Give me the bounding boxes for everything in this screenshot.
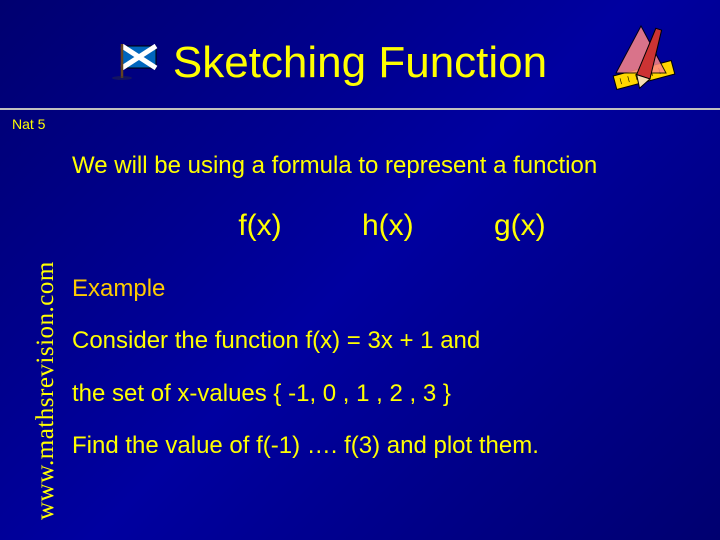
body-line-1: Consider the function f(x) = 3x + 1 and <box>72 325 712 357</box>
hx-label: h(x) <box>362 209 414 242</box>
divider <box>0 108 720 110</box>
slide-content: We will be using a formula to represent … <box>72 150 712 482</box>
fx-label: f(x) <box>238 209 281 242</box>
nat5-label: Nat 5 <box>12 116 45 132</box>
function-names-row: f(x) h(x) g(x) <box>72 206 712 247</box>
gx-label: g(x) <box>494 209 546 242</box>
sidebar-url: www.mathsrevision.com <box>32 261 60 520</box>
page-title: Sketching Function <box>173 38 547 87</box>
intro-text: We will be using a formula to represent … <box>72 150 712 182</box>
body-line-3: Find the value of f(-1) …. f(3) and plot… <box>72 430 712 462</box>
math-tools-icon <box>606 18 696 103</box>
example-heading: Example <box>72 273 712 305</box>
body-line-2: the set of x-values { -1, 0 , 1 , 2 , 3 … <box>72 378 712 410</box>
